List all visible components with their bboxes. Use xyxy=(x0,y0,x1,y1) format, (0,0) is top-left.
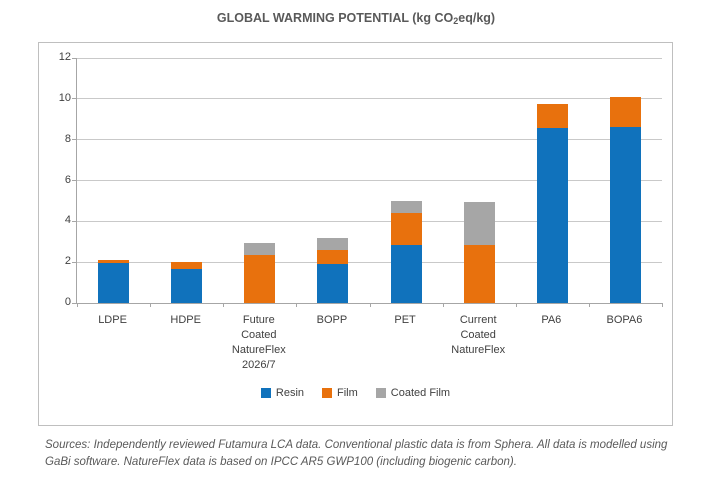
legend-item-coated-film: Coated Film xyxy=(375,387,451,399)
y-axis-tick-label: 0 xyxy=(64,296,71,308)
y-axis-tick xyxy=(72,220,77,222)
bar-segment-resin-hdpe xyxy=(171,269,203,303)
category-label-hdpe: HDPE xyxy=(170,314,201,326)
legend-swatch-coated-film xyxy=(375,388,386,398)
y-axis-tick-label: 6 xyxy=(64,173,71,186)
y-axis-tick-label: 12 xyxy=(58,51,71,63)
bar-segment-coated-film-pet xyxy=(390,200,422,214)
x-axis-tick xyxy=(515,303,517,307)
plot-area xyxy=(72,57,663,307)
chart-title: GLOBAL WARMING POTENTIAL (kg CO2eq/kg) xyxy=(0,11,712,26)
source-note: Sources: Independently reviewed Futamura… xyxy=(45,439,668,469)
category-label-pet: PET xyxy=(394,314,416,326)
x-axis-tick xyxy=(150,303,152,307)
bar-segment-coated-film-bopp xyxy=(317,237,349,250)
bar-segment-resin-ldpe xyxy=(98,263,130,303)
bar-segment-resin-bopp xyxy=(317,264,349,303)
y-axis-tick-label: 10 xyxy=(58,91,71,104)
x-axis-tick xyxy=(442,303,444,307)
x-axis-tick xyxy=(369,303,371,307)
category-label-bopp: BOPP xyxy=(316,314,348,326)
legend-item-resin: Resin xyxy=(260,387,305,399)
bar-segment-film-current-coated-natureflex xyxy=(463,244,495,303)
gridline xyxy=(77,57,662,59)
y-axis-tick xyxy=(72,180,77,181)
y-axis-tick xyxy=(72,139,77,141)
y-axis-tick-label: 4 xyxy=(64,214,71,227)
gridline xyxy=(77,139,662,141)
gridline xyxy=(77,261,662,263)
bar-segment-film-ldpe xyxy=(98,260,130,264)
category-label-bopa6: BOPA6 xyxy=(606,314,643,326)
bar-segment-resin-pet xyxy=(390,244,422,303)
category-label-future-coated-natureflex-2026-7: Future Coated NatureFlex 2026/7 xyxy=(231,314,286,371)
legend: Resin Film Coated Film xyxy=(39,387,672,399)
legend-swatch-resin xyxy=(260,388,271,398)
bar-segment-coated-film-future-coated-natureflex-2026-7 xyxy=(244,242,276,256)
x-axis-tick xyxy=(223,303,225,307)
bar-segment-film-pa6 xyxy=(536,103,568,129)
gridline xyxy=(77,180,662,181)
bar-segment-film-future-coated-natureflex-2026-7 xyxy=(244,255,276,303)
legend-item-film: Film xyxy=(322,387,358,399)
y-axis-tick xyxy=(72,302,77,304)
bar-segment-film-pet xyxy=(390,213,422,245)
gridline xyxy=(77,98,662,100)
legend-label-coated-film: Coated Film xyxy=(390,387,451,399)
category-label-pa6: PA6 xyxy=(541,314,562,326)
x-axis-tick xyxy=(588,303,590,307)
legend-label-resin: Resin xyxy=(275,387,305,399)
y-axis-tick xyxy=(72,57,77,59)
chart-title-subscript: 2 xyxy=(453,16,459,26)
y-axis-tick-label: 2 xyxy=(64,255,71,268)
x-axis-labels: LDPE HDPE Future Coated NatureFlex 2026/7 BOPP… xyxy=(76,313,661,383)
x-axis-tick xyxy=(77,303,78,307)
legend-swatch-film xyxy=(322,388,333,398)
y-axis-labels: 0 2 4 6 8 10 12 xyxy=(43,51,71,308)
x-axis-tick xyxy=(662,303,663,307)
bar-segment-coated-film-current-coated-natureflex xyxy=(463,201,495,245)
category-label-ldpe: LDPE xyxy=(98,314,127,326)
bar-segment-film-bopp xyxy=(317,249,349,265)
bar-segment-film-hdpe xyxy=(171,262,203,270)
y-axis-tick-label: 8 xyxy=(64,132,71,145)
legend-label-film: Film xyxy=(337,387,358,399)
category-label-current-coated-natureflex: Current Coated NatureFlex xyxy=(451,314,506,356)
chart-title-text: GLOBAL WARMING POTENTIAL (kg CO xyxy=(216,11,454,25)
gridline xyxy=(77,220,662,222)
bar-segment-film-bopa6 xyxy=(609,96,641,128)
chart-container: 0 2 4 6 8 10 12 LDPE HDPE Future Coated NatureFlex… xyxy=(38,42,673,426)
bar-segment-resin-pa6 xyxy=(536,128,568,303)
chart-title-units: eq/kg) xyxy=(458,11,496,25)
x-axis-tick xyxy=(296,303,298,307)
y-axis-tick xyxy=(72,98,77,100)
y-axis-tick xyxy=(72,261,77,263)
bar-segment-resin-bopa6 xyxy=(609,127,641,303)
